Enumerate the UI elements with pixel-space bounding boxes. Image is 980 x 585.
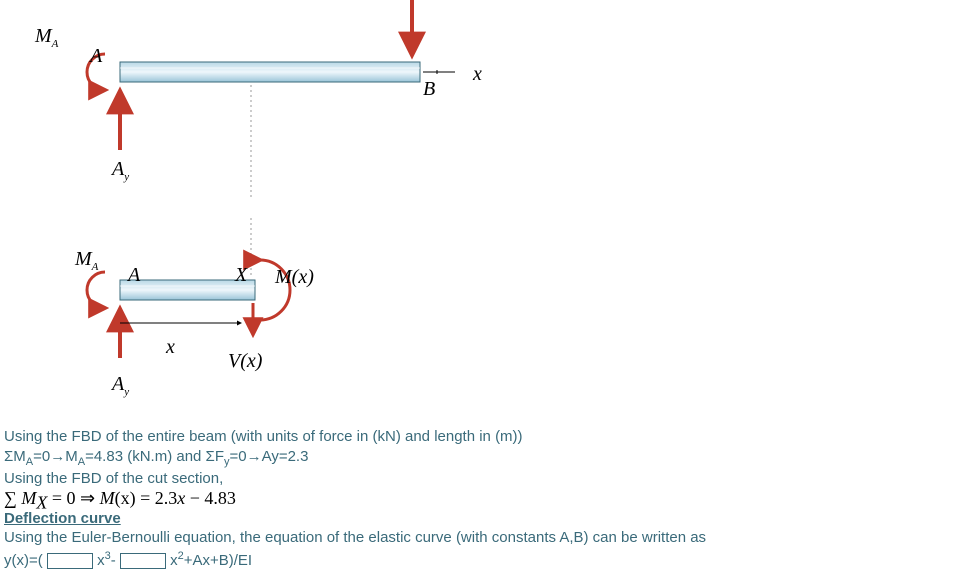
d1-label-A: A	[90, 45, 102, 68]
d1-label-Ay: Ay	[112, 158, 129, 183]
line-5-heading: Deflection curve	[4, 508, 121, 529]
d2-label-X: X	[235, 264, 247, 287]
line-2: ΣMA=0→MA=4.83 (kN.m) and ΣFy=0→Ay=2.3	[4, 446, 308, 470]
d2-label-Mx: M(x)	[275, 266, 314, 289]
d2-label-A: A	[128, 264, 140, 287]
diagram-1	[35, 0, 455, 200]
d1-label-B: B	[423, 78, 435, 101]
line-7: y(x)=( x3- x2+Ax+B)/EI	[4, 549, 252, 571]
d2-label-Vx: V(x)	[228, 350, 262, 373]
blank-input-1[interactable]	[47, 553, 93, 569]
line-1: Using the FBD of the entire beam (with u…	[4, 426, 523, 447]
blank-input-2[interactable]	[120, 553, 166, 569]
d2-label-x: x	[166, 336, 175, 359]
line-6: Using the Euler-Bernoulli equation, the …	[4, 527, 706, 548]
d1-label-MA: MA	[35, 25, 58, 50]
d1-label-x: x	[473, 63, 482, 86]
page: MA A B x Ay MA A X M(x) x V(x) Ay Using …	[0, 0, 980, 585]
d2-label-MA: MA	[75, 248, 98, 273]
d2-label-Ay: Ay	[112, 373, 129, 398]
